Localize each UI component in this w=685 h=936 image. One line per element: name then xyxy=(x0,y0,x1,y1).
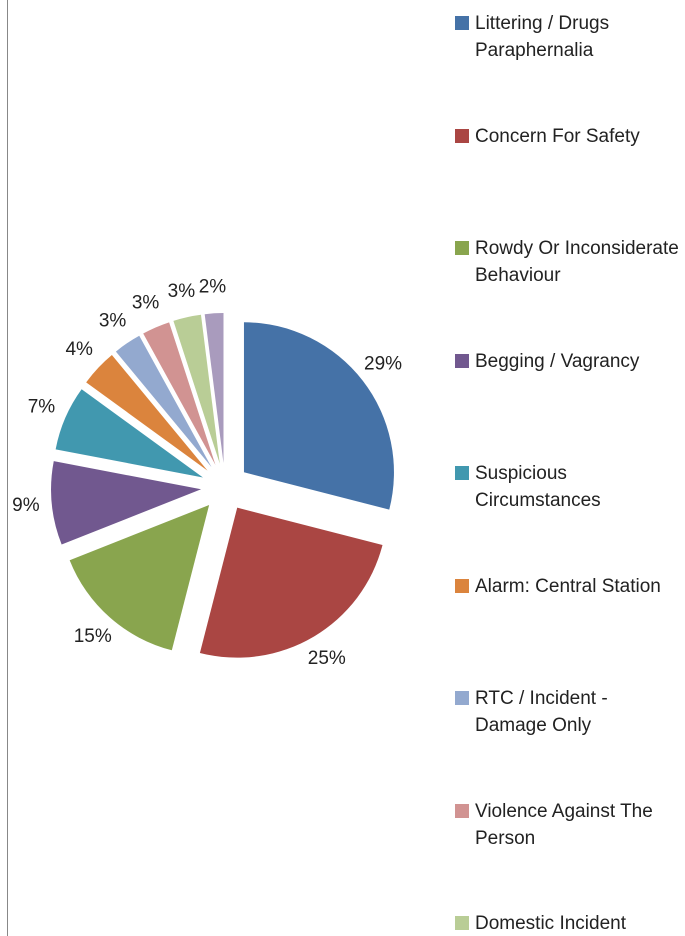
data-label: 9% xyxy=(12,495,40,516)
data-label: 3% xyxy=(132,292,160,313)
legend-label: Domestic Incident xyxy=(475,913,627,934)
legend-item: Littering / Drugs Paraphernalia xyxy=(455,10,685,64)
legend-swatch xyxy=(455,578,469,593)
legend-item: Concern For Safety xyxy=(455,123,685,150)
pie-slice xyxy=(51,461,202,545)
legend-item: Domestic Incident xyxy=(455,910,685,936)
legend-label: Alarm: Central Station xyxy=(475,575,661,597)
legend-label: Suspicious Circumstances xyxy=(475,463,601,511)
legend-swatch xyxy=(455,128,469,143)
data-label: 3% xyxy=(168,281,196,302)
legend-swatch xyxy=(455,916,469,930)
data-label: 3% xyxy=(99,311,127,332)
data-label: 7% xyxy=(28,397,56,418)
legend-item: Begging / Vagrancy xyxy=(455,348,685,375)
data-label: 4% xyxy=(65,339,93,360)
legend-swatch xyxy=(455,691,469,705)
pie-slice xyxy=(173,314,220,464)
legend-swatch xyxy=(455,803,469,818)
pie-slice xyxy=(115,335,212,468)
pie-slice xyxy=(69,505,210,651)
legend-label: Begging / Vagrancy xyxy=(475,350,640,372)
legend-swatch xyxy=(455,16,469,30)
legend-swatch xyxy=(455,466,469,480)
pie-slice xyxy=(86,354,208,471)
legend-item: Alarm: Central Station xyxy=(455,573,685,600)
legend-label: Violence Against The Person xyxy=(475,800,653,849)
legend-label: Concern For Safety xyxy=(475,125,640,147)
legend-item: Rowdy Or Inconsiderate Behaviour xyxy=(455,235,685,289)
legend-item: Suspicious Circumstances xyxy=(455,460,685,514)
pie-slice xyxy=(143,322,216,465)
data-label: 2% xyxy=(199,276,227,297)
legend-label: RTC / Incident - Damage Only xyxy=(475,688,608,736)
pie-slice xyxy=(243,322,394,510)
data-label: 15% xyxy=(74,626,112,647)
legend-item: RTC / Incident - Damage Only xyxy=(455,685,685,739)
pie-slice xyxy=(204,313,224,464)
data-label: 29% xyxy=(364,353,402,374)
data-label: 25% xyxy=(308,648,346,669)
legend-swatch xyxy=(455,353,469,368)
legend-swatch xyxy=(455,241,469,255)
pie-slice xyxy=(55,389,203,478)
legend-item: Violence Against The Person xyxy=(455,798,685,852)
legend-label: Littering / Drugs Paraphernalia xyxy=(475,13,610,61)
pie-slice xyxy=(199,507,383,658)
legend-label: Rowdy Or Inconsiderate Behaviour xyxy=(475,238,679,286)
